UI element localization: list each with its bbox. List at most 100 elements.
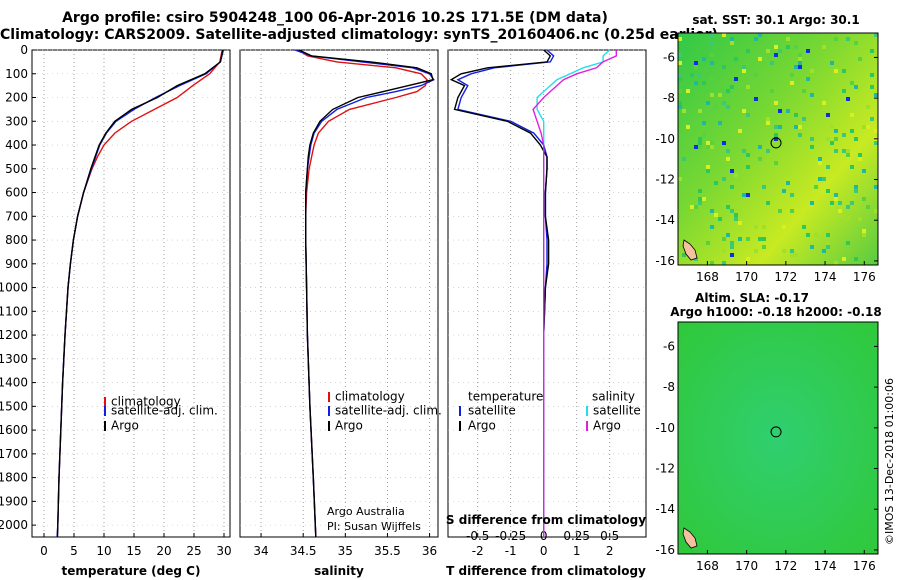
sst-cell bbox=[862, 229, 866, 233]
sst-cell bbox=[758, 145, 762, 149]
top-tick-label: 0.5 bbox=[600, 529, 619, 543]
diff-top-axis-ticks: -0.5 -0.25 0 0.25 0.5 bbox=[466, 529, 619, 543]
sst-cell bbox=[858, 57, 862, 61]
sst-cell bbox=[874, 185, 878, 189]
sst-cell bbox=[798, 57, 802, 61]
sst-cell bbox=[794, 125, 798, 129]
sst-cell bbox=[786, 181, 790, 185]
sst-cell bbox=[874, 129, 878, 133]
sst-cell bbox=[842, 133, 846, 137]
sst-cell bbox=[818, 157, 822, 161]
sst-cell bbox=[702, 57, 706, 61]
sst-cell bbox=[830, 201, 834, 205]
sst-cell bbox=[846, 217, 850, 221]
temp-legend-argo: Argo bbox=[111, 419, 139, 433]
sst-cell bbox=[874, 33, 878, 37]
sst-cell bbox=[810, 201, 814, 205]
sst-cell bbox=[714, 181, 718, 185]
sst-cell bbox=[834, 149, 838, 153]
sst-cell bbox=[742, 65, 746, 69]
diff-legend-t-argo: Argo bbox=[468, 419, 496, 433]
depth-tick-label: 600 bbox=[5, 186, 28, 200]
depth-tick-label: 1300 bbox=[0, 352, 28, 366]
sst-cell bbox=[710, 209, 714, 213]
sst-cell bbox=[858, 217, 862, 221]
sst-cell bbox=[774, 125, 778, 129]
sst-cell bbox=[810, 93, 814, 97]
sst-cell bbox=[854, 85, 858, 89]
sst-cell bbox=[778, 49, 782, 53]
sst-cell bbox=[794, 65, 798, 69]
sst-cell bbox=[722, 237, 726, 241]
sst-cell bbox=[774, 133, 778, 137]
sst-cell bbox=[710, 261, 714, 265]
depth-tick-label: 1400 bbox=[0, 376, 28, 390]
sst-cell bbox=[754, 225, 758, 229]
series-line-argo bbox=[56, 49, 224, 538]
sst-cell bbox=[790, 249, 794, 253]
sst-cell bbox=[746, 165, 750, 169]
diff-series bbox=[449, 49, 617, 537]
x-tick-label: 34 bbox=[253, 544, 268, 558]
sst-cell bbox=[874, 209, 878, 213]
sst-cell bbox=[826, 245, 830, 249]
sst-cell bbox=[686, 89, 690, 93]
diff-legend-t-satellite: satellite bbox=[468, 404, 516, 418]
sst-cell bbox=[854, 137, 858, 141]
sst-cell bbox=[722, 101, 726, 105]
sst-cell bbox=[694, 257, 698, 261]
sst-cell bbox=[766, 117, 770, 121]
series-line-climatology bbox=[56, 49, 223, 538]
sst-cell bbox=[726, 89, 730, 93]
sst-cell bbox=[722, 89, 726, 93]
sst-cell bbox=[710, 33, 714, 37]
sst-cell bbox=[866, 125, 870, 129]
map-y-tick-label: -12 bbox=[655, 462, 675, 476]
sst-cell bbox=[862, 233, 866, 237]
sst-cell bbox=[830, 125, 834, 129]
sst-cell bbox=[706, 165, 710, 169]
x-tick-label: 2 bbox=[606, 544, 614, 558]
sst-cell bbox=[842, 149, 846, 153]
sst-cell bbox=[738, 237, 742, 241]
sst-cell bbox=[678, 101, 682, 105]
sst-cell bbox=[706, 141, 710, 145]
sst-cell bbox=[698, 137, 702, 141]
sla-map-ticks: 168 170 172 174 176 -6 -8 -10 -12 -14 -16 bbox=[655, 339, 878, 573]
series-line-temperature-satellite bbox=[456, 49, 555, 537]
sst-cell bbox=[742, 69, 746, 73]
sst-cell bbox=[758, 57, 762, 61]
sst-cell bbox=[746, 49, 750, 53]
sst-cell bbox=[874, 141, 878, 145]
sst-cell bbox=[730, 169, 734, 173]
x-tick-label: 36 bbox=[422, 544, 437, 558]
sst-cell bbox=[694, 65, 698, 69]
sst-cell bbox=[726, 205, 730, 209]
depth-tick-label: 1700 bbox=[0, 447, 28, 461]
sst-cell bbox=[806, 49, 810, 53]
depth-tick-label: 100 bbox=[5, 67, 28, 81]
temp-legend-satellite: satellite-adj. clim. bbox=[111, 404, 218, 418]
sst-cell bbox=[710, 93, 714, 97]
sst-cell bbox=[810, 145, 814, 149]
sst-cell bbox=[818, 177, 822, 181]
sst-cell bbox=[706, 169, 710, 173]
sst-map-ticks: 168 170 172 174 176 -6 -8 -10 -12 -14 -16 bbox=[655, 50, 878, 284]
sst-cell bbox=[738, 221, 742, 225]
series-line-salinity-argo bbox=[532, 50, 617, 537]
sst-cell bbox=[766, 121, 770, 125]
x-tick-label: 30 bbox=[216, 544, 231, 558]
sst-cell bbox=[718, 93, 722, 97]
x-tick-label: 0 bbox=[40, 544, 48, 558]
sst-cell bbox=[678, 73, 682, 77]
sst-cell bbox=[862, 197, 866, 201]
sst-cell bbox=[730, 253, 734, 257]
sst-cell bbox=[762, 185, 766, 189]
sst-cell bbox=[778, 125, 782, 129]
map-y-tick-label: -14 bbox=[655, 502, 675, 516]
sst-cell bbox=[746, 113, 750, 117]
sst-cell bbox=[714, 213, 718, 217]
sst-cell bbox=[814, 185, 818, 189]
sal-axis-ticks: 34 34.5 35 35.5 36 bbox=[253, 533, 437, 558]
sst-cell bbox=[762, 225, 766, 229]
